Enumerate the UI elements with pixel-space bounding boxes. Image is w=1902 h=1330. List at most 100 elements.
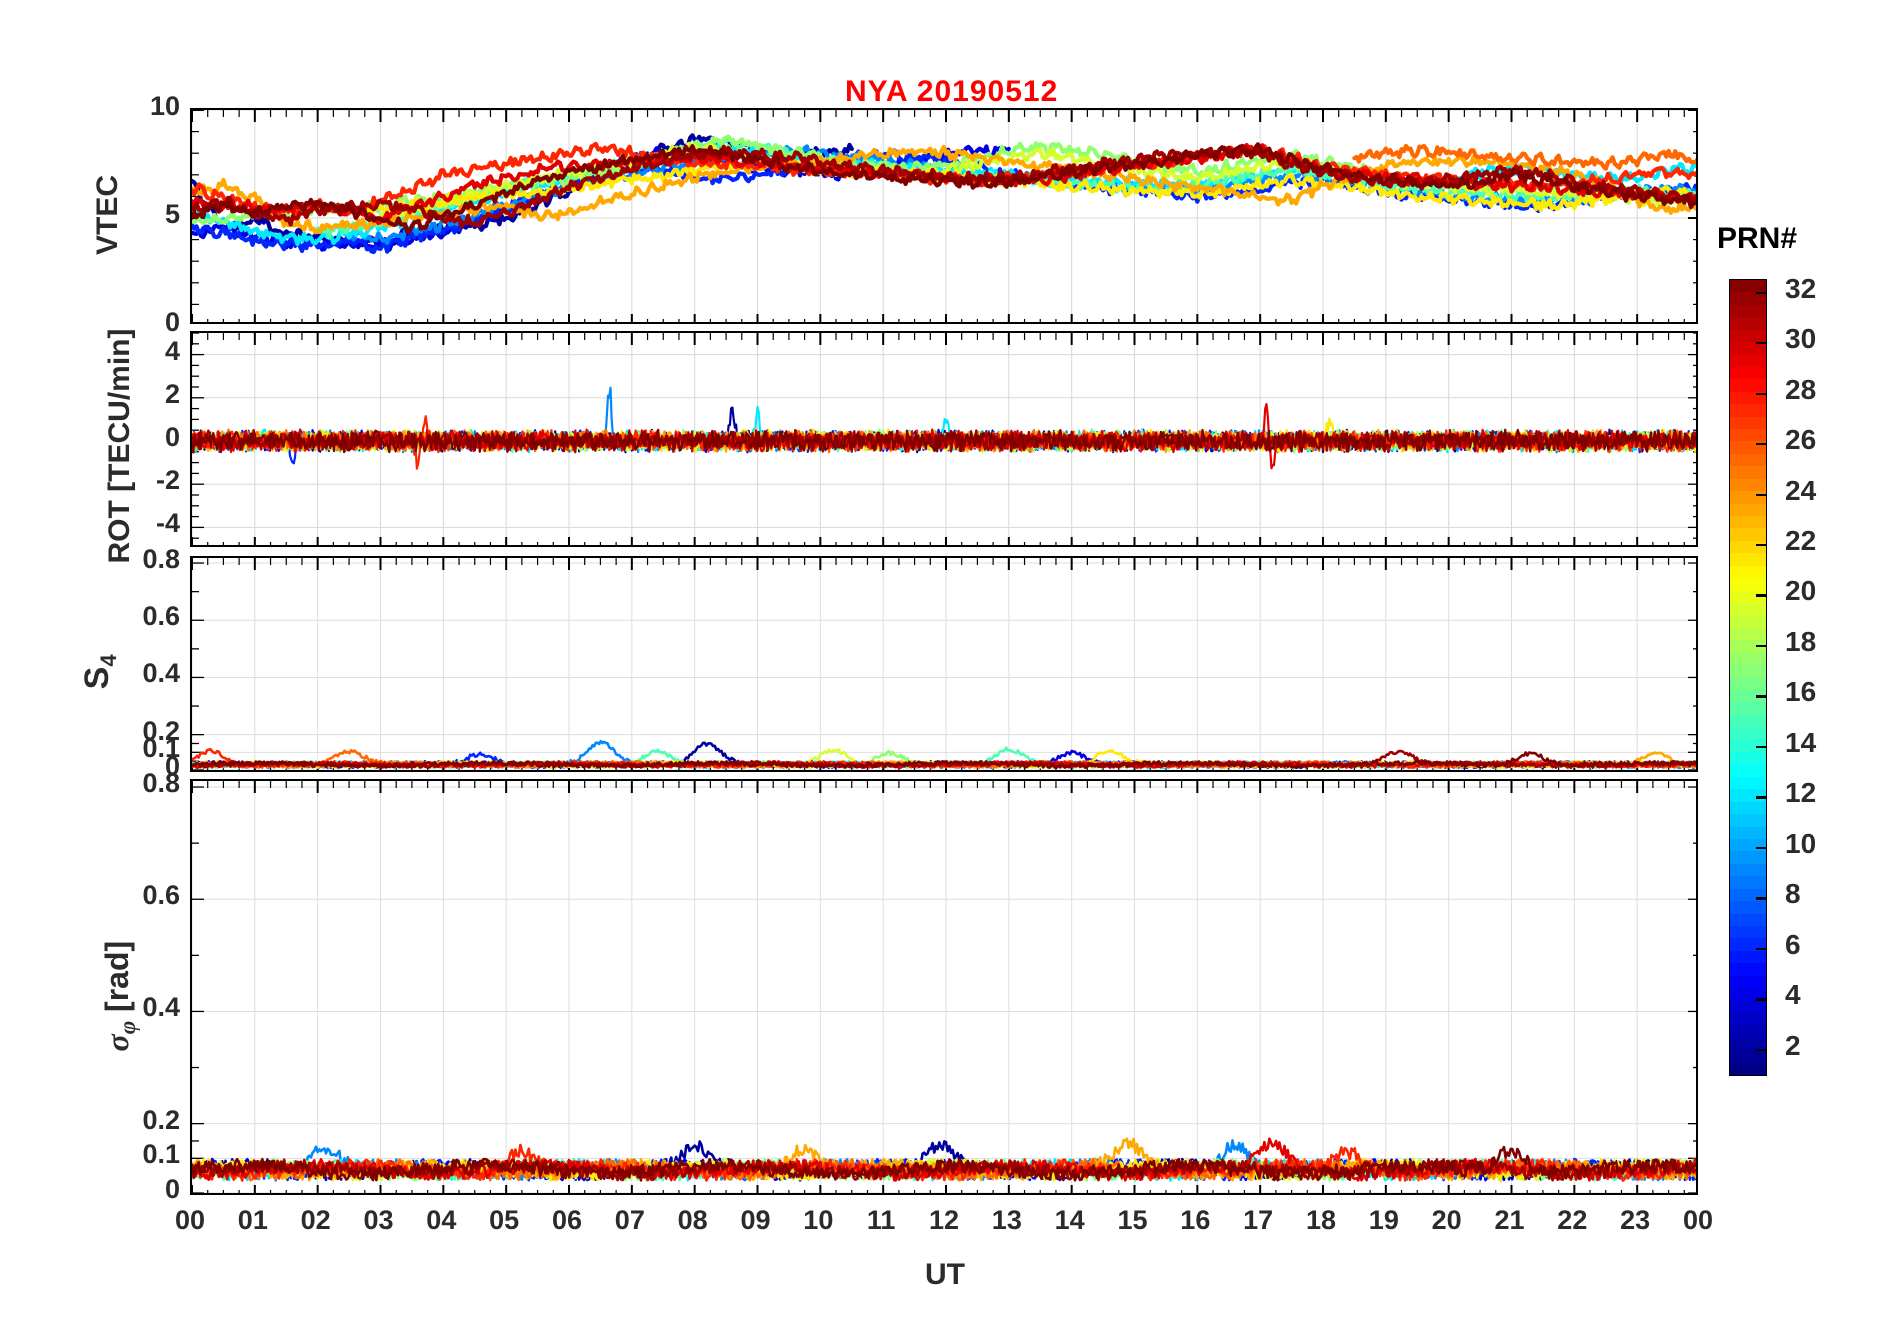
ytick-sigma-0.2: 0.2 [142, 1104, 180, 1135]
xtick-22: 22 [1557, 1205, 1588, 1235]
colorbar-tick-18: 18 [1785, 625, 1817, 657]
colorbar-segment [1730, 280, 1766, 293]
xtick-6: 06 [551, 1205, 583, 1235]
sigma-glyph: σ [98, 1034, 135, 1052]
phi-glyph: φ [115, 1020, 141, 1035]
colorbar-segment [1730, 838, 1766, 852]
colorbar-segment [1730, 851, 1766, 864]
colorbar-title: PRN# [1717, 222, 1798, 255]
colorbar-segment [1730, 1062, 1766, 1075]
ytick-s4-0: 0 [164, 751, 180, 781]
colorbar-segment [1730, 925, 1766, 939]
colorbar-segment [1730, 863, 1766, 877]
colorbar-segment [1730, 814, 1766, 827]
panel-sigma-phi [190, 779, 1698, 1195]
s4-axis-label: S4 [78, 612, 122, 732]
colorbar-segment [1730, 317, 1766, 330]
colorbar-segment [1730, 304, 1766, 318]
colorbar-segment [1730, 677, 1766, 690]
colorbar-tick-12: 12 [1785, 777, 1817, 809]
colorbar-tickmark-32 [1756, 291, 1766, 294]
xtick-10: 10 [803, 1205, 834, 1235]
ytick-vtec-0: 0 [164, 307, 180, 337]
xtick-4: 04 [426, 1205, 457, 1235]
colorbar-tickmark-24 [1756, 493, 1766, 496]
colorbar-tickmark-8 [1756, 897, 1766, 900]
colorbar-segment [1730, 503, 1766, 517]
colorbar-segment [1730, 652, 1766, 666]
colorbar-tickmark-28 [1756, 392, 1766, 395]
ytick-rot--4: -4 [155, 508, 180, 539]
xtick-7: 07 [614, 1205, 645, 1235]
colorbar-segment [1730, 466, 1766, 479]
colorbar-tick-28: 28 [1785, 373, 1817, 405]
colorbar-segment [1730, 292, 1766, 305]
xtick-1: 01 [237, 1205, 268, 1235]
ytick-vtec-10: 10 [149, 91, 180, 121]
ytick-rot-2: 2 [164, 378, 180, 409]
s4-label-subscript: 4 [95, 654, 121, 667]
colorbar-tick-16: 16 [1785, 676, 1817, 708]
colorbar-tick-6: 6 [1785, 928, 1801, 960]
colorbar-tickmark-10 [1756, 846, 1766, 850]
prn-colorbar[interactable] [1729, 279, 1767, 1076]
colorbar-segment [1730, 714, 1766, 728]
colorbar-segment [1730, 553, 1766, 566]
panel-vtec [190, 108, 1698, 324]
colorbar-segment [1730, 640, 1766, 653]
colorbar-segment [1730, 975, 1766, 989]
ytick-sigma-0.4: 0.4 [142, 992, 180, 1023]
s4-label-text: S [78, 666, 117, 690]
colorbar-tick-8: 8 [1785, 878, 1801, 910]
colorbar-tick-4: 4 [1785, 979, 1801, 1011]
colorbar-segment [1730, 404, 1766, 417]
xtick-17: 17 [1243, 1205, 1274, 1235]
colorbar-segment [1730, 950, 1766, 964]
colorbar-segment [1730, 329, 1766, 343]
colorbar-segment [1730, 727, 1766, 740]
xtick-14: 14 [1054, 1205, 1085, 1235]
colorbar-tick-30: 30 [1785, 323, 1817, 355]
xtick-11: 11 [866, 1205, 896, 1235]
colorbar-tickmark-14 [1756, 745, 1766, 749]
colorbar-tick-10: 10 [1785, 827, 1817, 859]
colorbar-segment [1730, 453, 1766, 467]
ytick-rot-4: 4 [164, 335, 180, 366]
ytick-sigma-0.6: 0.6 [142, 880, 180, 911]
colorbar-tick-2: 2 [1785, 1029, 1801, 1061]
colorbar-segment [1730, 901, 1766, 914]
xtick-24: 00 [1682, 1205, 1714, 1235]
colorbar-segment [1730, 689, 1766, 703]
xtick-8: 08 [677, 1205, 708, 1235]
xtick-19: 19 [1368, 1205, 1399, 1235]
ytick-s4-0.4: 0.4 [142, 658, 180, 689]
colorbar-segment [1730, 938, 1766, 951]
colorbar-segment [1730, 540, 1766, 554]
ytick-s4-0.6: 0.6 [142, 601, 180, 632]
colorbar-segment [1730, 416, 1766, 430]
colorbar-segment [1730, 665, 1766, 678]
colorbar-tickmark-18 [1756, 644, 1766, 648]
xtick-9: 09 [740, 1205, 771, 1235]
colorbar-segment [1730, 590, 1766, 603]
colorbar-segment [1730, 478, 1766, 492]
colorbar-segment [1730, 429, 1766, 442]
colorbar-segment [1730, 776, 1766, 790]
colorbar-segment [1730, 627, 1766, 641]
panel-rot [190, 331, 1698, 547]
colorbar-segment [1730, 739, 1766, 753]
colorbar-tickmark-6 [1756, 947, 1766, 951]
xtick-20: 20 [1431, 1205, 1462, 1235]
colorbar-segment [1730, 801, 1766, 815]
colorbar-tickmark-4 [1756, 998, 1766, 1001]
colorbar-segment [1730, 913, 1766, 926]
colorbar-segment [1730, 354, 1766, 367]
colorbar-segment [1730, 1000, 1766, 1013]
xtick-16: 16 [1180, 1205, 1211, 1235]
colorbar-segment [1730, 876, 1766, 889]
xtick-12: 12 [928, 1205, 960, 1235]
ytick-s4-0.1: 0.1 [142, 733, 180, 764]
colorbar-tickmark-26 [1756, 443, 1766, 446]
ytick-rot--2: -2 [155, 465, 180, 496]
colorbar-segment [1730, 963, 1766, 976]
